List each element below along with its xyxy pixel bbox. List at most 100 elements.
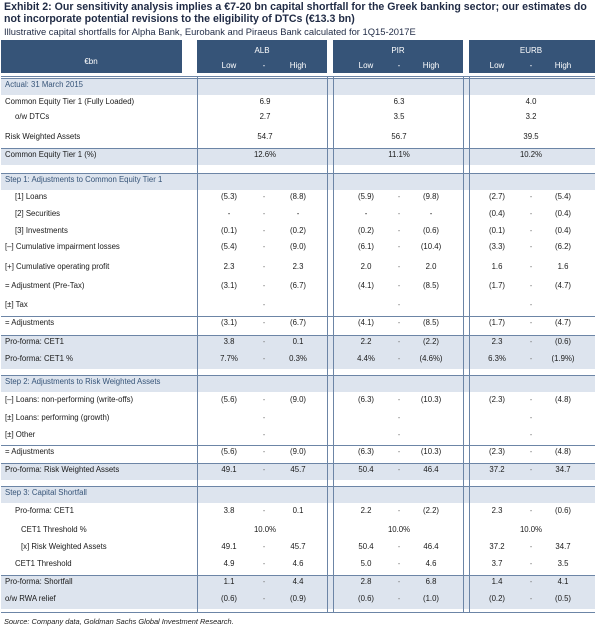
header-pir-low: Low [358, 61, 374, 70]
value-eurb-low: 37.2 [489, 542, 505, 551]
value-alb-high: 2.3 [292, 262, 304, 271]
header-eurb-low: Low [489, 61, 505, 70]
header-unit: €bn [84, 57, 98, 66]
value-alb-mid: - [262, 318, 266, 327]
value-pir-high: 6.8 [425, 577, 437, 586]
value-pir-low: (4.1) [357, 281, 375, 290]
value-eurb-high: 4.1 [557, 577, 569, 586]
value-alb-mid: - [262, 506, 266, 515]
value-eurb-high: (4.8) [554, 395, 572, 404]
value-alb-mid: - [262, 577, 266, 586]
value-alb-high: 0.1 [292, 337, 304, 346]
value-pir-low: 2.2 [360, 337, 372, 346]
value-eurb-mid: - [529, 300, 533, 309]
header-unit-cell [1, 40, 182, 73]
value-alb: 12.6% [253, 150, 277, 159]
value-eurb-high: 3.5 [557, 559, 569, 568]
header-pir-mid: - [397, 61, 401, 70]
row-rule [1, 78, 595, 79]
value-pir-low: - [364, 209, 368, 218]
value-pir-high: (8.5) [422, 318, 440, 327]
value-alb-mid: - [262, 192, 266, 201]
value-pir-low: (0.2) [357, 226, 375, 235]
row-band [1, 375, 595, 392]
row-band [1, 352, 595, 369]
value-pir-mid: - [397, 226, 401, 235]
header-alb-mid: - [262, 61, 266, 70]
value-pir-mid: - [397, 337, 401, 346]
value-alb-mid: - [262, 354, 266, 363]
value-eurb-low: (0.4) [488, 209, 506, 218]
value-alb-low: 1.1 [223, 577, 235, 586]
value-alb-low: 49.1 [221, 465, 237, 474]
value-alb-mid: - [262, 559, 266, 568]
value-eurb-low: (3.3) [488, 242, 506, 251]
value-pir-mid: - [397, 281, 401, 290]
value-pir-mid: - [397, 318, 401, 327]
capital-shortfall-table: €bn ALB Low - High PIR Low - High EURB L… [1, 40, 595, 614]
row-label: CET1 Threshold % [21, 525, 87, 534]
row-band [1, 335, 595, 352]
row-label: = Adjustments [5, 318, 55, 327]
value-eurb-mid: - [529, 209, 533, 218]
value-eurb: 4.0 [525, 97, 537, 106]
row-label: [+] Cumulative operating profit [5, 262, 110, 271]
value-pir-low: (6.3) [357, 447, 375, 456]
value-alb-low: - [227, 209, 231, 218]
column-divider [469, 76, 470, 612]
value-eurb-mid: - [529, 594, 533, 603]
header-eurb-name: EURB [519, 46, 543, 55]
row-label: o/w RWA relief [5, 594, 56, 603]
value-eurb-low: (2.7) [488, 192, 506, 201]
row-label: o/w DTCs [15, 112, 50, 121]
header-eurb-high: High [554, 61, 572, 70]
row-label: Pro-forma: CET1 % [5, 354, 74, 363]
value-eurb-low: (2.3) [488, 447, 506, 456]
exhibit-title: Exhibit 2: Our sensitivity analysis impl… [4, 1, 587, 25]
row-band [1, 486, 595, 503]
value-eurb-high: (6.2) [554, 242, 572, 251]
value-alb-mid: - [262, 262, 266, 271]
row-label: [±] Tax [5, 300, 28, 309]
value-pir-high: 46.4 [423, 542, 439, 551]
row-rule [1, 173, 595, 174]
value-alb-mid: - [262, 226, 266, 235]
value-eurb-low: (0.1) [488, 226, 506, 235]
value-pir-mid: - [397, 354, 401, 363]
value-pir-high: 4.6 [425, 559, 437, 568]
value-pir-mid: - [397, 192, 401, 201]
value-pir: 3.5 [393, 112, 405, 121]
value-pir-low: 4.4% [357, 354, 375, 363]
value-eurb: 39.5 [523, 132, 539, 141]
value-alb-high: (9.0) [289, 395, 307, 404]
value-eurb-mid: - [529, 447, 533, 456]
value-eurb-mid: - [529, 226, 533, 235]
value-alb-low: (3.1) [220, 318, 238, 327]
value-alb-low: (0.1) [220, 226, 238, 235]
value-pir-low: 5.0 [360, 559, 372, 568]
value-eurb-low: 1.6 [491, 262, 503, 271]
value-pir-mid: - [397, 395, 401, 404]
row-band [1, 78, 595, 95]
value-pir-mid: - [397, 242, 401, 251]
row-label: Pro-forma: Risk Weighted Assets [5, 465, 120, 474]
value-eurb-high: (4.7) [554, 318, 572, 327]
value-eurb-low: 2.3 [491, 337, 503, 346]
value-pir-high: 46.4 [423, 465, 439, 474]
value-pir-mid: - [397, 430, 401, 439]
row-label: [–] Loans: non-performing (write-offs) [5, 395, 134, 404]
header-alb-cell [197, 40, 327, 73]
row-band [1, 173, 595, 190]
value-pir-mid: - [397, 209, 401, 218]
value-alb-low: 4.9 [223, 559, 235, 568]
header-pir-name: PIR [391, 46, 405, 55]
value-eurb-mid: - [529, 242, 533, 251]
value-eurb: 3.2 [525, 112, 537, 121]
value-pir-mid: - [397, 559, 401, 568]
value-eurb-high: 34.7 [555, 542, 571, 551]
value-alb-low: (3.1) [220, 281, 238, 290]
value-pir-low: (6.1) [357, 242, 375, 251]
value-eurb-high: 1.6 [557, 262, 569, 271]
value-pir-high: (0.6) [422, 226, 440, 235]
value-pir-low: 50.4 [358, 542, 374, 551]
